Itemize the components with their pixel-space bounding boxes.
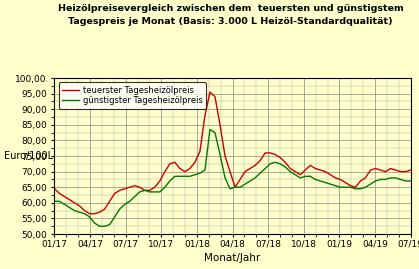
teuerster Tagesheizölpreis [303, 168, 308, 172]
Text: Euro/100L: Euro/100L [4, 151, 53, 161]
teuerster Tagesheizölpreis [207, 90, 212, 94]
günstigster Tagesheizölpreis [107, 223, 112, 226]
Text: Tagespreis je Monat (Basis: 3.000 L Heizöl-Standardqualität): Tagespreis je Monat (Basis: 3.000 L Heiz… [68, 17, 393, 26]
teuerster Tagesheizölpreis [388, 167, 393, 170]
günstigster Tagesheizölpreis [207, 128, 212, 131]
Legend: teuerster Tagesheizölpreis, günstigster Tagesheizölpreis: teuerster Tagesheizölpreis, günstigster … [59, 82, 206, 108]
teuerster Tagesheizölpreis [177, 167, 182, 170]
teuerster Tagesheizölpreis [408, 168, 413, 172]
günstigster Tagesheizölpreis [408, 179, 413, 183]
günstigster Tagesheizölpreis [97, 225, 102, 228]
teuerster Tagesheizölpreis [87, 212, 92, 215]
teuerster Tagesheizölpreis [288, 167, 293, 170]
Line: günstigster Tagesheizölpreis: günstigster Tagesheizölpreis [54, 129, 411, 226]
teuerster Tagesheizölpreis [263, 151, 268, 154]
X-axis label: Monat/Jahr: Monat/Jahr [204, 253, 261, 263]
teuerster Tagesheizölpreis [107, 200, 112, 203]
teuerster Tagesheizölpreis [52, 187, 57, 190]
günstigster Tagesheizölpreis [388, 176, 393, 179]
günstigster Tagesheizölpreis [263, 167, 268, 170]
Line: teuerster Tagesheizölpreis: teuerster Tagesheizölpreis [54, 92, 411, 214]
günstigster Tagesheizölpreis [303, 175, 308, 178]
Text: Heizölpreisevergleich zwischen dem  teuersten und günstigstem: Heizölpreisevergleich zwischen dem teuer… [57, 4, 403, 13]
günstigster Tagesheizölpreis [177, 175, 182, 178]
günstigster Tagesheizölpreis [288, 170, 293, 173]
günstigster Tagesheizölpreis [52, 200, 57, 203]
